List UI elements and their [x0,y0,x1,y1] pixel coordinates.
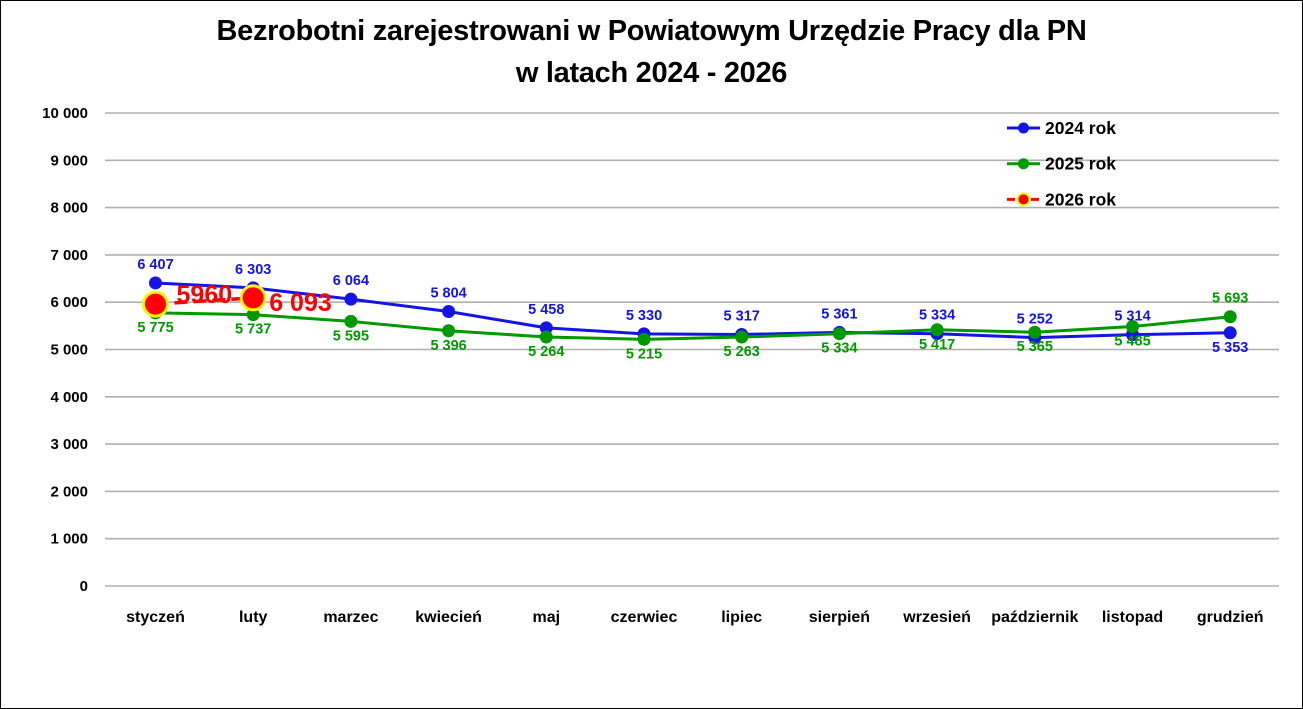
data-point-label: 6 303 [235,262,271,278]
data-point-marker [930,323,944,337]
x-axis-category-label: kwiecień [415,609,482,626]
data-point-label: 6 064 [333,273,369,289]
data-point-label: 5960 [177,281,233,309]
y-axis-tick-label: 8 000 [50,200,88,217]
data-point-marker [637,332,651,346]
data-point-marker [1028,325,1042,339]
legend-marker-swatch [1018,122,1029,134]
series-line-2024-rok [155,281,1231,340]
legend-item-2024-rok: 2024 rok [1007,118,1116,138]
data-point-marker [344,292,358,306]
legend-label: 2025 rok [1045,154,1116,174]
data-point-label: 5 737 [235,322,271,338]
data-point-marker [1223,326,1237,340]
data-point-marker [539,330,553,344]
y-axis-tick-label: 10 000 [42,105,88,122]
y-axis-tick-label: 4 000 [50,389,88,406]
legend-marker-swatch [1018,158,1029,170]
data-point-marker [539,321,553,335]
data-point-label: 5 485 [1114,334,1150,350]
data-point-label: 5 330 [626,308,662,324]
data-point-marker [442,304,456,318]
data-point-marker [1223,310,1237,324]
y-axis-tick-label: 0 [80,578,88,595]
y-axis-tick-label: 2 000 [50,483,88,500]
data-point-marker [735,330,749,344]
data-point-marker [442,324,456,338]
data-point-label: 5 317 [724,309,760,325]
x-axis-category-label: styczeń [126,609,185,626]
data-point-label: 5 417 [919,337,955,353]
data-point-label: 5 365 [1017,339,1053,355]
y-axis-tick-label: 6 000 [50,294,88,311]
legend-label: 2024 rok [1045,118,1116,138]
data-point-marker [239,284,267,312]
data-point-label: 6 407 [137,257,173,273]
data-point-label: 5 804 [430,285,466,301]
data-point-marker [832,327,846,341]
legend-item-2026-rok: 2026 rok [1007,189,1116,209]
y-axis-tick-label: 1 000 [50,531,88,548]
data-point-label: 5 693 [1212,291,1248,307]
data-point-label: 5 264 [528,344,564,360]
data-point-label: 5 595 [333,328,369,344]
data-point-marker [142,290,169,318]
data-point-label: 5 396 [430,338,466,354]
legend-label: 2026 rok [1045,189,1116,209]
series-line-2025-rok [155,311,1231,341]
data-point-label: 6 093 [269,289,332,317]
data-point-label: 5 458 [528,302,564,318]
title-line-1: Bezrobotni zarejestrowani w Powiatowym U… [216,15,1087,47]
legend: 2024 rok 2025 rok 2026 rok [1007,118,1116,209]
data-point-marker [149,276,162,290]
data-point-label: 5 334 [919,308,955,324]
x-axis-category-label: czerwiec [611,609,678,626]
legend-marker-swatch [1016,192,1031,207]
x-axis-category-label: sierpień [809,609,870,626]
x-axis-category-label: listopad [1102,609,1163,626]
y-axis-tick-label: 5 000 [50,342,88,359]
data-point-label: 5 361 [821,306,857,322]
data-point-label: 5 263 [724,344,760,360]
data-point-label: 5 314 [1114,309,1150,325]
x-axis-category-label: luty [239,609,268,626]
y-axis-tick-label: 3 000 [50,436,88,453]
data-point-marker [246,308,260,322]
legend-item-2025-rok: 2025 rok [1007,154,1116,174]
data-point-label: 5 252 [1017,312,1053,328]
data-point-marker [344,314,358,328]
x-axis-category-label: grudzień [1197,609,1264,626]
x-axis-category-label: marzec [323,609,378,626]
x-axis-category-label: wrzesień [902,609,971,626]
x-axis-category-label: lipiec [721,609,762,626]
y-axis-tick-label: 7 000 [50,247,88,264]
series-line-2026-rok [155,296,254,306]
data-point-marker [1126,320,1139,334]
x-axis-category-label: maj [533,609,561,626]
title-line-2: w latach 2024 - 2026 [515,57,788,89]
chart-title: Bezrobotni zarejestrowani w Powiatowym U… [1,10,1302,94]
data-point-label: 5 334 [821,341,857,357]
x-axis-category-label: październik [991,609,1078,626]
data-point-label: 5 353 [1212,340,1248,356]
y-axis-tick-label: 9 000 [50,152,88,169]
data-point-label: 5 215 [626,346,662,362]
data-point-label: 5 775 [137,320,173,336]
